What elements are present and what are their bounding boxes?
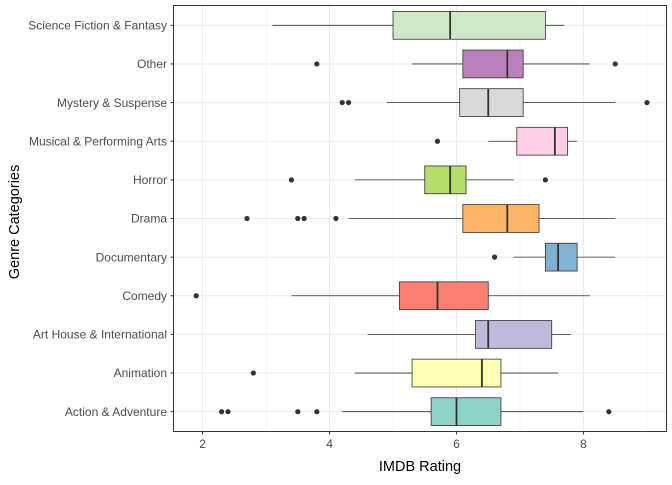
outlier-point: [434, 138, 441, 144]
box-documentary: [491, 242, 616, 272]
box-iqr: [544, 242, 578, 272]
outlier-point: [333, 215, 339, 222]
outlier-point: [225, 409, 231, 415]
box-musical-performing-arts: [434, 126, 578, 156]
box-comedy: [193, 281, 590, 311]
box-action-adventure: [219, 397, 612, 426]
outlier-point: [314, 409, 320, 415]
box-iqr: [430, 397, 502, 426]
outlier-point: [345, 99, 352, 106]
boxes-layer: [193, 11, 650, 426]
box-horror: [288, 165, 548, 195]
x-tick-label: 8: [580, 437, 587, 451]
box-drama: [244, 204, 616, 233]
y-tick-label: Science Fiction & Fantasy: [28, 19, 167, 33]
outlier-point: [288, 177, 295, 183]
y-tick-label: Other: [137, 57, 167, 71]
box-iqr: [411, 358, 502, 388]
box-mystery-suspense: [339, 88, 650, 117]
box-animation: [250, 358, 559, 388]
x-axis: 2 4 6 8: [199, 431, 587, 451]
box-other: [314, 49, 618, 79]
outlier-point: [193, 293, 199, 299]
y-tick-label: Musical & Performing Arts: [29, 134, 167, 148]
x-tick-label: 2: [199, 437, 206, 451]
outlier-point: [314, 61, 320, 67]
outlier-point: [301, 215, 307, 222]
box-iqr: [459, 88, 524, 117]
outlier-point: [250, 370, 256, 376]
y-tick-label: Comedy: [122, 289, 167, 303]
outlier-point: [295, 409, 301, 415]
outlier-point: [219, 409, 225, 415]
box-iqr: [398, 281, 489, 311]
box-iqr: [462, 49, 524, 79]
y-tick-label: Drama: [131, 212, 167, 226]
box-iqr: [424, 165, 467, 195]
outlier-point: [644, 99, 650, 106]
y-axis-title: Genre Categories: [7, 165, 23, 279]
x-axis-title: IMDB Rating: [379, 459, 461, 475]
y-tick-label: Animation: [114, 366, 167, 380]
y-tick-label: Art House & International: [33, 328, 167, 342]
box-iqr: [392, 11, 546, 40]
outlier-point: [612, 61, 618, 67]
outlier-point: [491, 254, 498, 260]
x-tick-label: 6: [453, 437, 460, 451]
outlier-point: [244, 215, 250, 222]
y-tick-label: Action & Adventure: [65, 405, 167, 419]
box-art-house-international: [367, 320, 571, 349]
x-tick-label: 4: [326, 437, 333, 451]
box-science-fiction-fantasy: [272, 11, 565, 40]
outlier-point: [542, 177, 548, 183]
box-iqr: [462, 204, 540, 233]
outlier-point: [606, 409, 612, 415]
y-tick-label: Horror: [133, 173, 167, 187]
outlier-point: [295, 215, 301, 222]
y-tick-label: Mystery & Suspense: [57, 96, 167, 110]
box-iqr: [475, 320, 553, 349]
y-axis: Action & Adventure Animation Art House & I…: [28, 19, 174, 419]
outlier-point: [339, 99, 345, 106]
box-iqr: [516, 126, 569, 156]
y-tick-label: Documentary: [96, 250, 167, 264]
